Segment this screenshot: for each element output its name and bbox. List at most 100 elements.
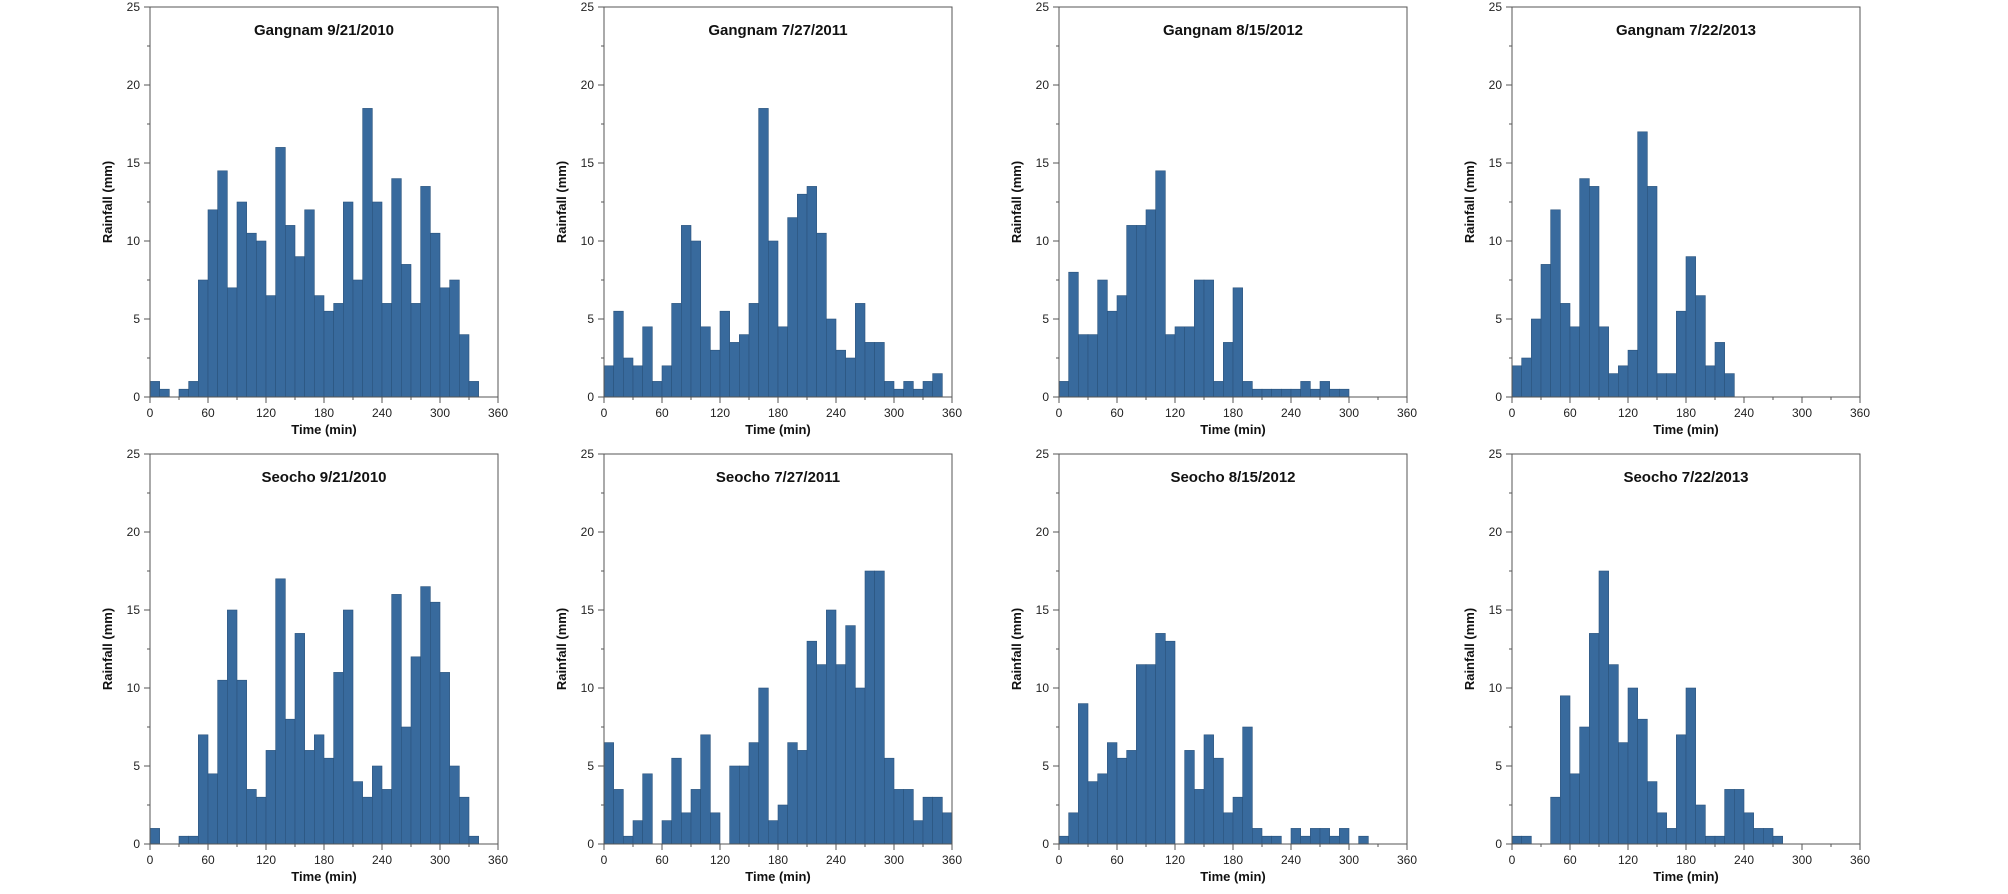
x-tick-label: 60 [1563, 853, 1577, 867]
bar [323, 310, 334, 398]
bar [1155, 170, 1166, 398]
y-tick-label: 10 [1489, 681, 1503, 695]
x-tick-label: 0 [1056, 406, 1063, 420]
y-axis-label: Rainfall (mm) [100, 608, 115, 690]
bar [806, 186, 817, 398]
bar [671, 757, 682, 845]
x-tick-label: 120 [710, 853, 730, 867]
bar [758, 108, 769, 398]
y-tick-label: 10 [127, 681, 141, 695]
bar [265, 295, 276, 398]
x-tick-label: 240 [1734, 406, 1754, 420]
x-tick-label: 0 [1056, 853, 1063, 867]
bar [826, 318, 837, 398]
bar [1521, 357, 1532, 398]
bar [1194, 789, 1205, 845]
bar [768, 240, 779, 398]
x-tick-label: 0 [1509, 406, 1516, 420]
bar [855, 303, 866, 398]
bar [690, 789, 701, 845]
bar [1618, 365, 1629, 398]
y-tick-label: 15 [127, 603, 141, 617]
bar [1155, 633, 1166, 845]
bar [903, 789, 914, 845]
bar [1685, 687, 1696, 845]
x-tick-label: 180 [768, 406, 788, 420]
bar [671, 303, 682, 398]
bar [1174, 326, 1185, 398]
chart-title: Seocho 7/22/2013 [1623, 469, 1748, 486]
x-tick-label: 60 [201, 406, 215, 420]
y-tick-label: 5 [1495, 312, 1502, 326]
bar [1656, 812, 1667, 845]
bar [1290, 828, 1301, 845]
bar [1184, 750, 1195, 845]
x-tick-label: 300 [1339, 853, 1359, 867]
bars [149, 578, 479, 845]
bar [1608, 373, 1619, 398]
bar [285, 718, 296, 845]
bar [835, 349, 846, 398]
chart-svg: 0 5 10 15 20 25 0 60 120 180 240 300 360 Gangnam 7/22… [1462, 0, 1870, 437]
bar [1695, 804, 1706, 845]
bar [681, 812, 692, 845]
bar [1637, 718, 1648, 845]
chart-title: Seocho 8/15/2012 [1170, 469, 1295, 486]
y-tick-label: 20 [581, 78, 595, 92]
y-tick-label: 25 [581, 447, 595, 461]
y-tick-label: 15 [1489, 603, 1503, 617]
x-axis-label: Time (min) [291, 422, 357, 437]
bar [642, 326, 653, 398]
y-tick-label: 0 [1042, 837, 1049, 851]
chart-panel: 0 5 10 15 20 25 0 60 120 180 240 300 360 Gangnam 9/21… [4, 0, 508, 447]
bar [1107, 742, 1118, 845]
y-tick-label: 10 [1489, 234, 1503, 248]
x-tick-label: 360 [488, 853, 508, 867]
x-tick-label: 120 [256, 406, 276, 420]
bar [1608, 664, 1619, 845]
y-tick-label: 15 [1036, 603, 1050, 617]
y-tick-label: 20 [127, 525, 141, 539]
bar [1203, 734, 1214, 845]
bar [777, 804, 788, 845]
bar [1656, 373, 1667, 398]
plot-frame [603, 453, 953, 845]
bar [1724, 373, 1735, 398]
bar [1232, 287, 1243, 398]
bar [1290, 388, 1301, 398]
x-tick-label: 240 [826, 853, 846, 867]
bar [1339, 388, 1350, 398]
y-tick-label: 20 [1036, 525, 1050, 539]
bar [439, 287, 450, 398]
bar [1540, 264, 1551, 398]
bar [381, 789, 392, 845]
bars [1511, 131, 1735, 398]
y-tick-label: 5 [587, 759, 594, 773]
bar [797, 193, 808, 398]
x-tick-label: 300 [430, 853, 450, 867]
y-tick-label: 5 [587, 312, 594, 326]
bar [420, 586, 431, 845]
y-tick-label: 5 [1495, 759, 1502, 773]
bar [1753, 828, 1764, 845]
x-tick-label: 0 [601, 853, 608, 867]
chart-title: Seocho 9/21/2010 [261, 469, 386, 486]
bar [1676, 734, 1687, 845]
bar [236, 201, 247, 398]
x-tick-label: 60 [201, 853, 215, 867]
bar [410, 303, 421, 398]
x-tick-label: 0 [1509, 853, 1516, 867]
y-tick-label: 25 [1489, 0, 1503, 14]
y-tick-label: 0 [1495, 390, 1502, 404]
x-tick-label: 60 [655, 853, 669, 867]
bar [1647, 781, 1658, 845]
bar [1579, 726, 1590, 845]
bar [410, 656, 421, 845]
bar [893, 789, 904, 845]
x-tick-label: 180 [1676, 853, 1696, 867]
chart-panel: 0 5 10 15 20 25 0 60 120 180 240 300 360 Gangnam 7/27… [458, 0, 962, 447]
bar [1319, 381, 1330, 398]
x-tick-label: 300 [884, 853, 904, 867]
y-tick-label: 10 [1036, 681, 1050, 695]
x-tick-label: 0 [147, 406, 154, 420]
